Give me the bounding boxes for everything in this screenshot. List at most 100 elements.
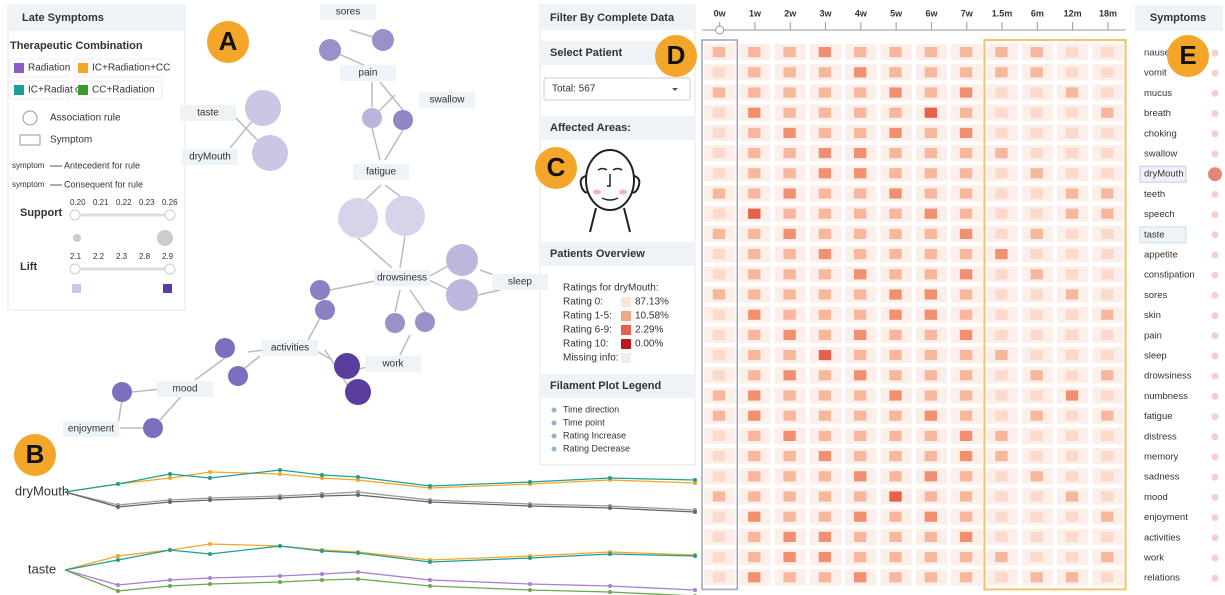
cell-bar (1031, 168, 1043, 178)
panel-letter: E (1179, 40, 1196, 70)
time-point (278, 472, 282, 476)
cell-bar (960, 330, 972, 340)
cell-bar (925, 552, 937, 562)
time-point (428, 578, 432, 582)
consequent-tag: symptom (12, 180, 45, 189)
symptom-item[interactable]: activities (1144, 532, 1181, 543)
cell-bar (889, 269, 901, 279)
cell-bar (713, 370, 725, 380)
cell-bar (783, 451, 795, 461)
cell-bar (1031, 491, 1043, 501)
column-label: 6w (925, 8, 938, 18)
cell-bar (960, 491, 972, 501)
symptom-item[interactable]: appetite (1144, 250, 1178, 261)
lift-tick: 2.8 (139, 252, 151, 261)
cell-bar (783, 431, 795, 441)
cell-bar (1066, 572, 1078, 582)
time-point (116, 482, 120, 486)
cell-bar (748, 87, 760, 97)
cell-bar (854, 451, 866, 461)
cell-bar (748, 67, 760, 77)
symptom-dot (1212, 312, 1219, 319)
cell-bar (748, 168, 760, 178)
cell-bar (783, 269, 795, 279)
cell-bar (748, 390, 760, 400)
combination-label: CC+Radiation (92, 85, 155, 96)
cell-bar (854, 390, 866, 400)
cell-bar (854, 249, 866, 259)
combination-label: Radiation (28, 63, 70, 74)
symptom-item[interactable]: skin (1144, 310, 1161, 321)
symptom-item[interactable]: speech (1144, 209, 1175, 220)
cell-bar (783, 229, 795, 239)
symptom-item[interactable]: dryMouth (1144, 169, 1184, 180)
rating-value: 87.13% (635, 297, 669, 308)
symptom-item[interactable]: pain (1144, 330, 1162, 341)
cell-bar (960, 289, 972, 299)
cell-bar (783, 330, 795, 340)
support-label: Support (20, 207, 62, 219)
cell-bar (783, 249, 795, 259)
cell-bar (783, 350, 795, 360)
symptom-item[interactable]: sleep (1144, 351, 1167, 362)
symptom-item[interactable]: teeth (1144, 189, 1165, 200)
cell-bar (783, 552, 795, 562)
cell-bar (1101, 411, 1113, 421)
cell-bar (1066, 532, 1078, 542)
time-point (356, 570, 360, 574)
symptom-item[interactable]: memory (1144, 452, 1179, 463)
cell-bar (1101, 249, 1113, 259)
time-point (278, 544, 282, 548)
cell-bar (713, 310, 725, 320)
symptom-dot (1212, 534, 1219, 541)
symptom-item[interactable]: vomit (1144, 68, 1167, 79)
cell-bar (995, 330, 1007, 340)
cell-bar (1031, 451, 1043, 461)
cell-bar (854, 128, 866, 138)
symptom-item[interactable]: taste (1144, 229, 1165, 240)
cell-bar (783, 87, 795, 97)
symptom-item[interactable]: sadness (1144, 472, 1180, 483)
symptom-item[interactable]: mood (1144, 492, 1168, 503)
filament-label: taste (28, 561, 56, 576)
symptom-item[interactable]: enjoyment (1144, 512, 1188, 523)
cell-bar (889, 411, 901, 421)
symptom-item[interactable]: swallow (1144, 149, 1177, 160)
symptom-item[interactable]: work (1143, 553, 1164, 564)
cell-bar (854, 310, 866, 320)
rating-value: 0.00% (635, 339, 663, 350)
symptom-item[interactable]: mucus (1144, 88, 1172, 99)
cell-bar (889, 370, 901, 380)
cell-bar (1066, 451, 1078, 461)
graph-edge (358, 238, 392, 268)
symptom-item[interactable]: relations (1144, 573, 1180, 584)
symptom-item[interactable]: fatigue (1144, 411, 1173, 422)
cell-bar (854, 108, 866, 118)
combination-swatch (78, 63, 88, 73)
cell-bar (1031, 431, 1043, 441)
rating-swatch (621, 353, 631, 363)
time-point (356, 577, 360, 581)
symptom-dot (1212, 191, 1219, 198)
symptom-item[interactable]: sores (1144, 290, 1167, 301)
cell-bar (1101, 229, 1113, 239)
graph-edge (400, 236, 405, 268)
cell-bar (748, 411, 760, 421)
cell-bar (713, 47, 725, 57)
graph-edge (330, 280, 380, 290)
symptom-dot (1212, 433, 1219, 440)
cell-bar (995, 572, 1007, 582)
symptom-item[interactable]: choking (1144, 128, 1177, 139)
symptom-item[interactable]: drowsiness (1144, 371, 1192, 382)
cell-bar (960, 370, 972, 380)
cell-bar (1031, 249, 1043, 259)
symptom-item[interactable]: constipation (1144, 270, 1195, 281)
cell-bar (1101, 491, 1113, 501)
rule-node (310, 280, 330, 300)
symptom-item[interactable]: breath (1144, 108, 1171, 119)
panel-letter: A (219, 26, 238, 56)
cell-bar (1101, 471, 1113, 481)
rule-node (245, 90, 281, 126)
symptom-item[interactable]: distress (1144, 431, 1177, 442)
symptom-item[interactable]: numbness (1144, 391, 1188, 402)
